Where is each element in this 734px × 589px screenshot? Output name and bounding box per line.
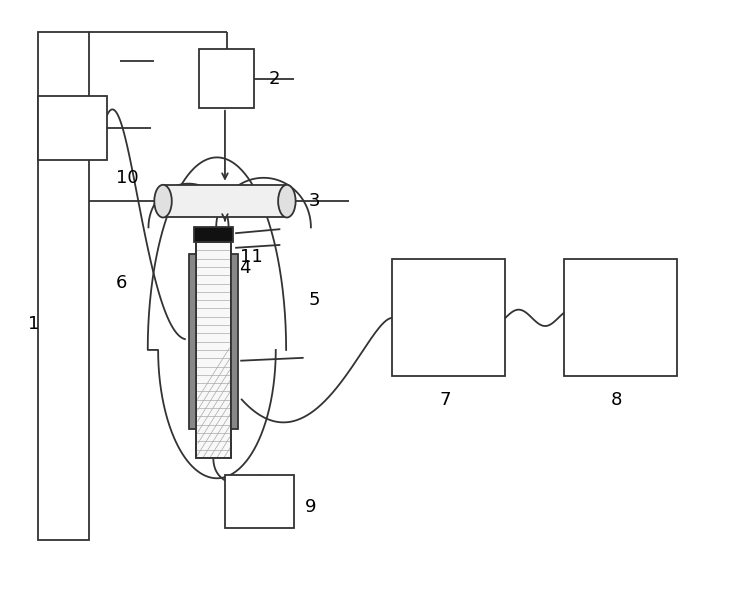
Text: 6: 6	[116, 274, 127, 292]
Text: 5: 5	[309, 292, 320, 309]
Text: 10: 10	[116, 169, 138, 187]
Bar	[196, 242, 230, 458]
Text: 1: 1	[29, 315, 40, 333]
Bar	[393, 260, 506, 376]
Bar	[200, 49, 254, 108]
Bar	[189, 254, 196, 429]
Text: 4: 4	[239, 259, 251, 277]
Bar	[564, 260, 677, 376]
Bar	[196, 242, 230, 458]
Bar	[230, 254, 238, 429]
Ellipse shape	[154, 185, 172, 217]
Text: 9: 9	[305, 498, 316, 517]
Text: 8: 8	[611, 391, 622, 409]
Text: 11: 11	[239, 247, 262, 266]
Bar	[194, 227, 233, 242]
Ellipse shape	[278, 185, 296, 217]
Bar	[163, 185, 287, 217]
Bar	[225, 475, 294, 528]
Text: 7: 7	[440, 391, 451, 409]
Bar	[37, 96, 107, 160]
Bar	[37, 32, 89, 540]
Text: 3: 3	[309, 192, 320, 210]
Text: 2: 2	[269, 70, 280, 88]
